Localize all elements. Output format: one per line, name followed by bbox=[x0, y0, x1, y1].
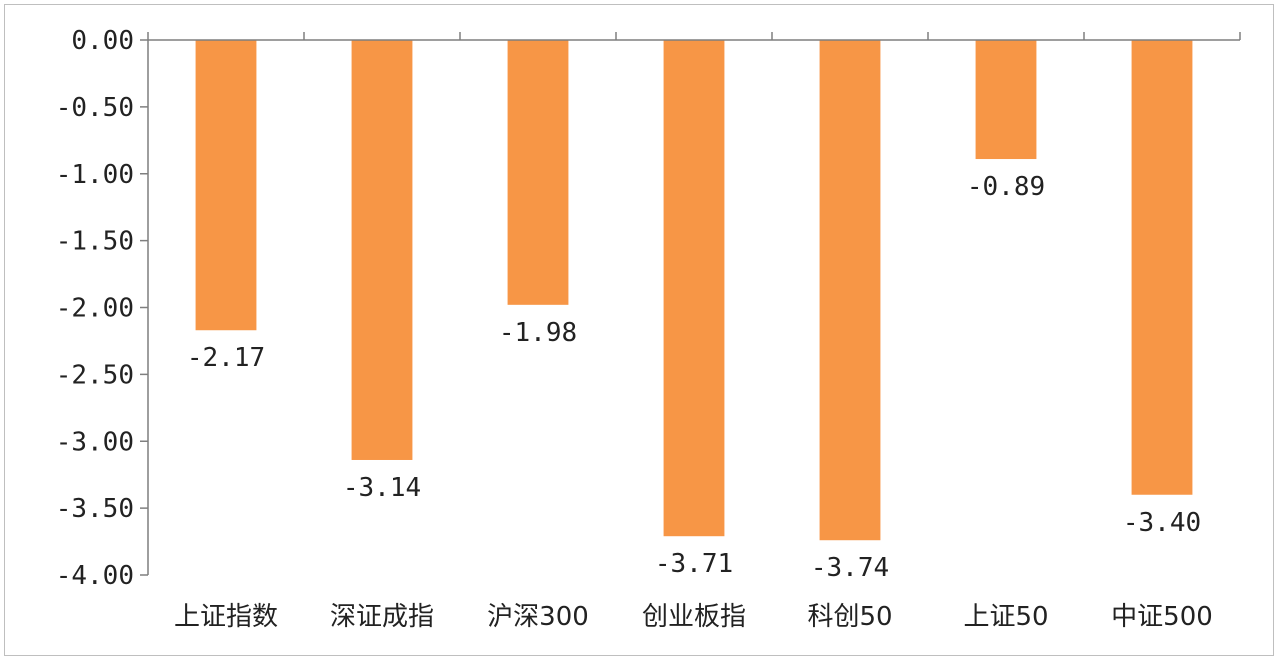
y-tick-label: -0.50 bbox=[56, 93, 134, 123]
category-label: 上证指数 bbox=[174, 602, 278, 632]
bar bbox=[819, 40, 881, 541]
category-label: 创业板指 bbox=[642, 602, 746, 632]
y-tick-label: -2.00 bbox=[56, 294, 134, 324]
data-label: -0.89 bbox=[967, 172, 1045, 202]
y-tick-label: -4.00 bbox=[56, 561, 134, 591]
y-tick-label: -1.50 bbox=[56, 227, 134, 257]
data-label: -3.40 bbox=[1123, 508, 1201, 538]
bar bbox=[663, 40, 725, 537]
bar bbox=[507, 40, 569, 305]
bar bbox=[195, 40, 257, 331]
x-axis: 上证指数 深证成指 沪深300 创业板指 科创50 上证50 中证500 bbox=[147, 32, 1241, 632]
data-labels: -2.17 -3.14 -1.98 -3.71 -3.74 -0.89 -3.40 bbox=[187, 172, 1201, 583]
bar bbox=[351, 40, 413, 460]
bars bbox=[195, 40, 1193, 541]
data-label: -3.74 bbox=[811, 553, 889, 583]
data-label: -1.98 bbox=[499, 318, 577, 348]
y-tick-label: -2.50 bbox=[56, 360, 134, 390]
data-label: -2.17 bbox=[187, 343, 265, 373]
data-label: -3.71 bbox=[655, 549, 733, 579]
y-tick-label: -1.00 bbox=[56, 160, 134, 190]
category-label: 深证成指 bbox=[330, 602, 434, 632]
category-label: 沪深300 bbox=[487, 602, 589, 632]
y-tick-label: 0.00 bbox=[71, 26, 134, 56]
data-label: -3.14 bbox=[343, 473, 421, 503]
category-label: 中证500 bbox=[1111, 602, 1213, 632]
category-label: 科创50 bbox=[807, 602, 892, 632]
bar bbox=[1131, 40, 1193, 495]
y-tick-label: -3.00 bbox=[56, 427, 134, 457]
y-axis: 0.00 -0.50 -1.00 -1.50 -2.00 -2.50 -3.00 -3.50 -… bbox=[56, 26, 149, 591]
y-tick-label: -3.50 bbox=[56, 494, 134, 524]
category-label: 上证50 bbox=[963, 602, 1048, 632]
bar bbox=[975, 40, 1037, 160]
